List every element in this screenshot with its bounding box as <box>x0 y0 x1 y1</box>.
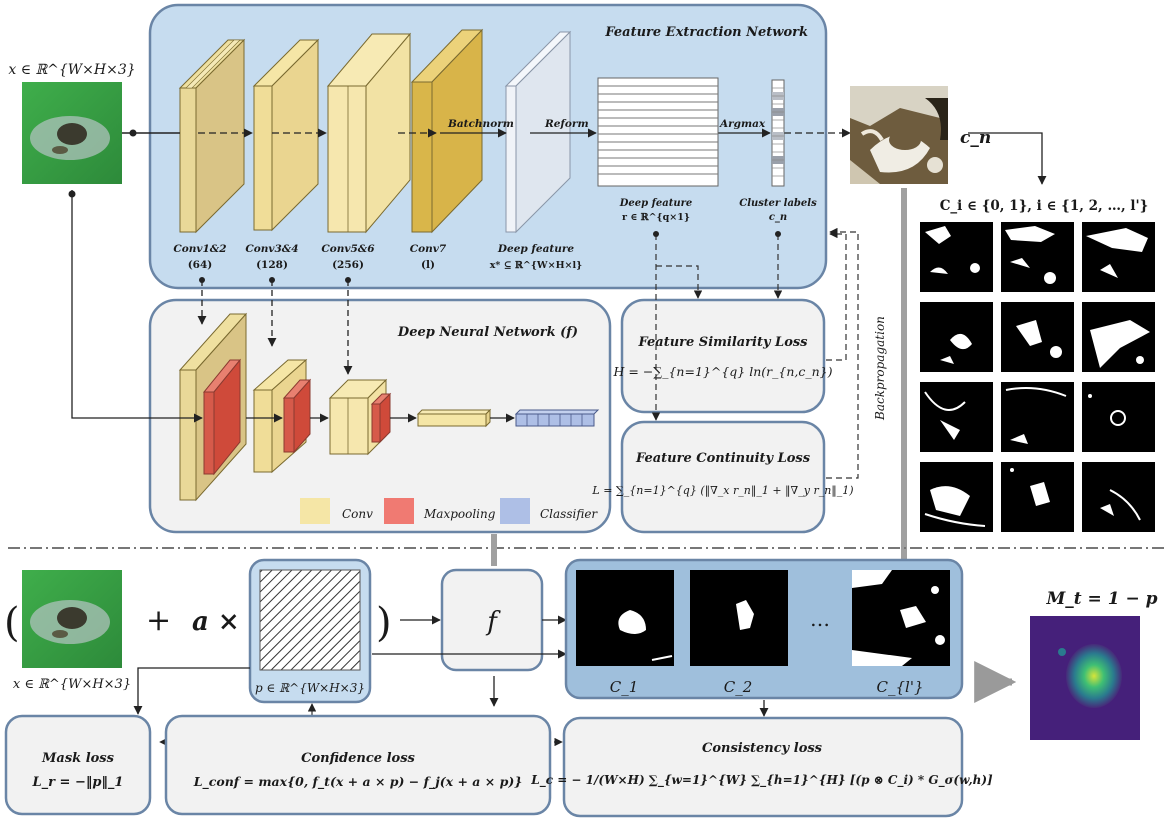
similarity-formula: H = −∑_{n=1}^{q} ln(r_{n,c_n}) <box>613 364 833 379</box>
conv7-block <box>410 28 484 234</box>
deep-feature-math: r ∈ ℝ^{q×1} <box>622 212 690 223</box>
input-image-top <box>22 82 122 184</box>
conv3-4-block <box>252 38 320 232</box>
conv1-2-block <box>178 38 246 234</box>
deep-feature-block <box>504 30 572 234</box>
mask-loss-formula: L_r = −‖p‖_1 <box>32 775 124 790</box>
layer-ch-4: (l) <box>421 259 435 271</box>
reform-label: Reform <box>544 118 589 130</box>
consistency-loss-box <box>562 716 964 818</box>
plus-sign: + <box>146 603 171 638</box>
ci-label: C_i ∈ {0, 1}, i ∈ {1, 2, …, l'} <box>940 198 1149 214</box>
input-label-bottom: x ∈ ℝ^{W×H×3} <box>13 677 131 692</box>
cn-label: c_n <box>960 128 991 148</box>
confidence-loss-box <box>164 714 552 816</box>
continuity-title: Feature Continuity Loss <box>635 451 811 466</box>
legend-swatch-classifier <box>500 498 530 524</box>
mask-c1 <box>576 570 674 666</box>
mt-label: M_t = 1 − p <box>1045 589 1157 609</box>
legend-label-conv: Conv <box>342 507 373 521</box>
mt-heatmap <box>1030 616 1140 740</box>
conv5-6-block <box>326 32 412 234</box>
confidence-loss-formula: L_conf = max{0, f_t(x + a × p) − f_j(x +… <box>193 774 523 790</box>
dnn-classifier-layer <box>514 409 600 427</box>
dnn-title: Deep Neural Network (f) <box>397 325 578 340</box>
p-label: p ∈ ℝ^{W×H×3} <box>255 681 365 695</box>
a-times: a × <box>192 607 240 637</box>
confidence-loss-title: Confidence loss <box>301 751 415 766</box>
input-label-top: x ∈ ℝ^{W×H×3} <box>8 62 135 78</box>
dnn-block-2 <box>252 358 312 474</box>
mask-cl <box>852 570 950 666</box>
dnn-block-1 <box>178 312 248 502</box>
legend-swatch-maxpool <box>384 498 414 524</box>
dnn-fc-layer <box>416 408 492 428</box>
layer-ch-5: x* ⊆ ℝ^{W×H×l} <box>490 260 582 271</box>
mask-dots: … <box>810 607 830 631</box>
batchnorm-label: Batchnorm <box>447 118 514 130</box>
layer-ch-2: (128) <box>256 259 288 271</box>
consistency-loss-title: Consistency loss <box>702 741 823 756</box>
consistency-loss-formula: L_c = − 1/(W×H) ∑_{w=1}^{W} ∑_{h=1}^{H} … <box>530 773 993 788</box>
input-image-bottom <box>22 570 122 668</box>
cluster-label-column <box>771 79 785 187</box>
similarity-title: Feature Similarity Loss <box>637 335 808 350</box>
c1-label: C_1 <box>610 678 639 696</box>
layer-name-1: Conv1&2 <box>173 243 226 255</box>
mask-c2 <box>690 570 788 666</box>
backprop-label: Backpropagation <box>873 316 887 421</box>
mask-loss-box <box>4 714 152 816</box>
cl-label: C_{l'} <box>877 678 924 696</box>
perturbation-pattern <box>259 569 361 671</box>
deep-feature-matrix <box>597 77 719 187</box>
layer-ch-3: (256) <box>332 259 364 271</box>
feature-extraction-panel <box>148 3 828 290</box>
legend-label-classifier: Classifier <box>540 507 598 521</box>
cluster-labels-math: c_n <box>769 212 787 223</box>
dnn-block-3 <box>328 378 392 456</box>
cluster-output-image <box>850 86 948 184</box>
continuity-loss-box <box>620 420 826 534</box>
cluster-mask-grid <box>920 222 1155 532</box>
layer-name-4: Conv7 <box>410 243 447 255</box>
mask-loss-title: Mask loss <box>41 751 115 766</box>
input-dot <box>129 129 137 137</box>
similarity-loss-box <box>620 298 826 414</box>
layer-name-2: Conv3&4 <box>245 243 298 255</box>
layer-ch-1: (64) <box>188 259 213 271</box>
open-paren: ( <box>4 600 20 646</box>
legend-label-maxpool: Maxpooling <box>423 507 496 521</box>
close-paren: ) <box>376 600 392 646</box>
layer-name-5: Deep feature <box>497 243 574 255</box>
input-to-dnn-line <box>71 190 203 423</box>
fen-title: Feature Extraction Network <box>604 25 808 40</box>
layer-name-3: Conv5&6 <box>321 243 375 255</box>
cluster-labels-label: Cluster labels <box>739 198 817 209</box>
continuity-formula: L = ∑_{n=1}^{q} (‖∇_x r_n‖_1 + ‖∇_y r_n‖… <box>591 484 853 498</box>
c2-label: C_2 <box>724 678 753 696</box>
argmax-label: Argmax <box>719 118 766 130</box>
legend-swatch-conv <box>300 498 330 524</box>
deep-feature-label: Deep feature <box>619 198 693 209</box>
dnn-legend: Conv Maxpooling Classifier <box>300 498 598 524</box>
